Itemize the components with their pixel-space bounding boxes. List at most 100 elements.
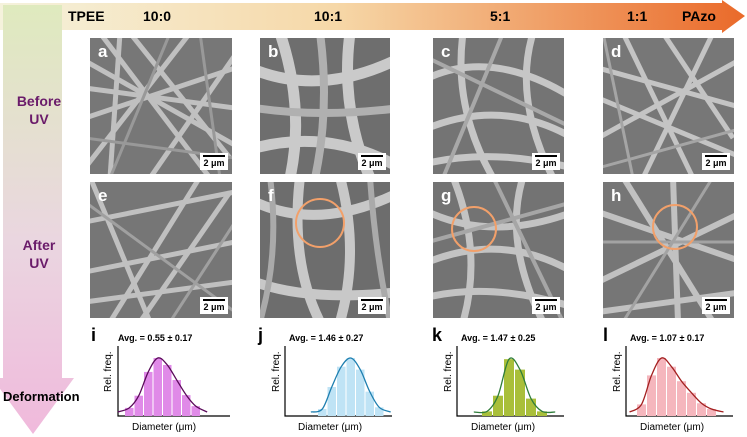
histogram-bar bbox=[667, 366, 676, 416]
scale-bar-label-e: 2 μm bbox=[203, 302, 225, 312]
histogram-bar bbox=[337, 366, 346, 416]
histogram-bar bbox=[677, 381, 686, 416]
histogram-bar bbox=[134, 395, 143, 416]
chart-ylabel-i: Rel. freq. bbox=[103, 351, 114, 392]
highlight-circle-h bbox=[652, 204, 698, 250]
sem-image-d: d 2 μm bbox=[603, 38, 734, 174]
header-ratio-4: 1:1 bbox=[627, 8, 648, 24]
scale-bar-f: 2 μm bbox=[358, 297, 386, 314]
header-ratio-2: 10:1 bbox=[314, 8, 343, 24]
vertical-arrow bbox=[0, 5, 74, 434]
fitted-curve bbox=[117, 357, 208, 413]
chart-ylabel-k: Rel. freq. bbox=[443, 351, 454, 392]
histogram-bar bbox=[375, 407, 384, 416]
histogram-bar bbox=[657, 358, 666, 416]
panel-letter-d: d bbox=[611, 42, 622, 61]
histogram-k bbox=[456, 346, 564, 417]
panel-letter-e: e bbox=[98, 186, 108, 205]
chart-xlabel-i: Diameter (μm) bbox=[132, 422, 197, 433]
panel-letter-a: a bbox=[98, 42, 108, 61]
histogram-bar bbox=[172, 380, 181, 416]
highlight-circle-f bbox=[295, 198, 345, 248]
row-label-deformation: Deformation bbox=[3, 389, 80, 404]
histogram-bar bbox=[537, 411, 547, 416]
panel-letter-h: h bbox=[611, 186, 622, 205]
histogram-bar bbox=[346, 358, 355, 416]
histogram-bar bbox=[637, 404, 646, 416]
row-label-before-line1: Before bbox=[16, 93, 62, 109]
scale-bar-b: 2 μm bbox=[358, 153, 386, 170]
panel-letter-c: c bbox=[441, 42, 451, 61]
histogram-bar bbox=[163, 364, 172, 416]
histogram-bar bbox=[482, 411, 492, 416]
fitted-curve bbox=[473, 357, 556, 414]
chart-xlabel-j: Diameter (μm) bbox=[298, 422, 363, 433]
row-label-before-uv: Before UV bbox=[14, 92, 64, 128]
chart-letter-l: l bbox=[603, 325, 609, 345]
scale-bar-a: 2 μm bbox=[200, 153, 228, 170]
sem-fibers-h bbox=[603, 182, 734, 318]
scale-bar-label-c: 2 μm bbox=[535, 158, 557, 168]
fitted-curve bbox=[629, 357, 724, 413]
sem-image-b: b 2 μm bbox=[260, 38, 390, 174]
scale-bar-e: 2 μm bbox=[200, 297, 228, 314]
histogram-bar bbox=[125, 407, 134, 416]
fitted-curve bbox=[310, 357, 391, 413]
histogram-bar bbox=[647, 375, 656, 416]
scale-bar-label-d: 2 μm bbox=[705, 158, 727, 168]
header-ratio-3: 5:1 bbox=[490, 8, 511, 24]
histogram-bar bbox=[182, 395, 191, 416]
sem-fibers-a bbox=[90, 38, 232, 174]
histogram-bar bbox=[191, 406, 200, 416]
scale-bar-label-f: 2 μm bbox=[361, 302, 383, 312]
sem-image-c: c 2 μm bbox=[433, 38, 564, 174]
scale-bar-c: 2 μm bbox=[532, 153, 560, 170]
chart-avg-l: Avg. = 1.07 ± 0.17 bbox=[630, 333, 705, 343]
histogram-bar bbox=[526, 398, 536, 416]
histogram-bar bbox=[144, 371, 153, 416]
scale-bar-label-g: 2 μm bbox=[535, 302, 557, 312]
sem-fibers-c bbox=[433, 38, 564, 174]
sem-image-e: e 2 μm bbox=[90, 182, 232, 318]
horizontal-arrow bbox=[0, 0, 745, 33]
histogram-bar bbox=[687, 392, 696, 416]
histogram-bar bbox=[356, 369, 365, 416]
chart-letter-k: k bbox=[432, 325, 443, 345]
sem-fibers-f bbox=[260, 182, 390, 318]
chart-letter-j: j bbox=[258, 325, 264, 345]
histogram-bar bbox=[327, 387, 336, 416]
panel-letter-g: g bbox=[441, 186, 452, 205]
chart-xlabel-k: Diameter (μm) bbox=[471, 422, 536, 433]
chart-avg-k: Avg. = 1.47 ± 0.25 bbox=[461, 333, 536, 343]
panel-letter-b: b bbox=[268, 42, 279, 61]
histogram-bar bbox=[515, 369, 525, 416]
header-tpee-label: TPEE bbox=[68, 8, 105, 24]
chart-xlabel-l: Diameter (μm) bbox=[640, 422, 705, 433]
scale-bar-label-a: 2 μm bbox=[203, 158, 225, 168]
histogram-bar bbox=[707, 409, 716, 416]
chart-avg-i: Avg. = 0.55 ± 0.17 bbox=[118, 333, 193, 343]
header-ratio-1: 10:0 bbox=[143, 8, 172, 24]
row-label-after-line2: UV bbox=[29, 255, 49, 271]
row-label-before-line2: UV bbox=[29, 111, 49, 127]
chart-letter-i: i bbox=[91, 325, 97, 345]
chart-ylabel-j: Rel. freq. bbox=[271, 351, 282, 392]
scale-bar-label-b: 2 μm bbox=[361, 158, 383, 168]
histogram-l bbox=[625, 346, 733, 417]
header-pazo-label: PAzo bbox=[682, 8, 716, 24]
histogram-i bbox=[117, 346, 230, 417]
histogram-bar bbox=[504, 359, 514, 416]
chart-avg-j: Avg. = 1.46 ± 0.27 bbox=[289, 333, 364, 343]
scale-bar-label-h: 2 μm bbox=[705, 302, 727, 312]
sem-image-g: g 2 μm bbox=[433, 182, 564, 318]
sem-fibers-e bbox=[90, 182, 232, 318]
histogram-bar bbox=[318, 409, 327, 416]
row-label-after-uv: After UV bbox=[14, 236, 64, 272]
sem-image-h: h 2 μm bbox=[603, 182, 734, 318]
scale-bar-g: 2 μm bbox=[532, 297, 560, 314]
scale-bar-h: 2 μm bbox=[702, 297, 730, 314]
histogram-bar bbox=[697, 403, 706, 416]
chart-ylabel-l: Rel. freq. bbox=[612, 351, 623, 392]
histogram-j bbox=[284, 346, 392, 417]
